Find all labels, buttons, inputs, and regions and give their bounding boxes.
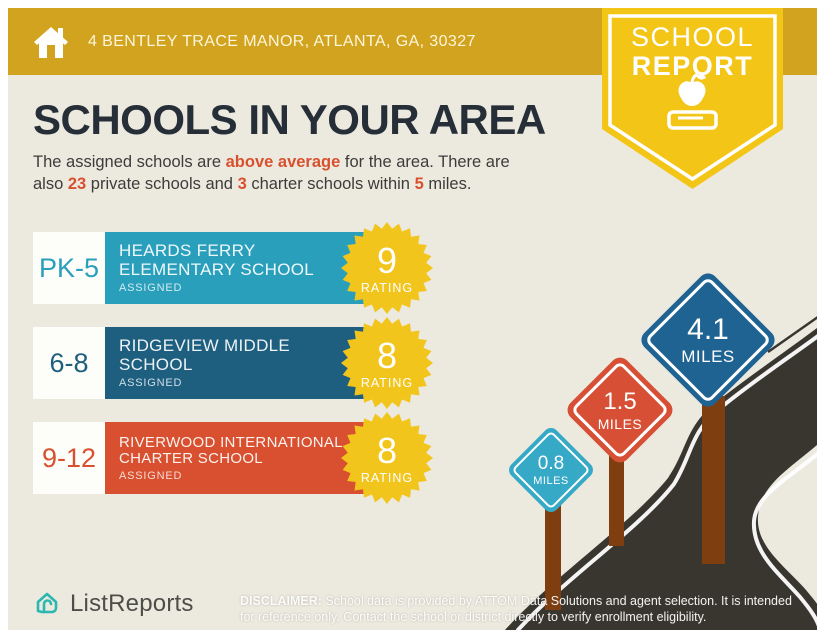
distance-sign-1.5-miles: 1.5 MILES	[563, 353, 677, 467]
intro-segment: also	[33, 174, 68, 193]
rating-label: RATING	[361, 281, 413, 295]
sign-post	[609, 446, 624, 546]
rating-value: 8	[377, 335, 397, 376]
school-row-middle: 6-8 RIDGEVIEW MIDDLE SCHOOL ASSIGNED 8 R…	[33, 317, 433, 409]
intro-accent-miles: 5	[414, 174, 424, 193]
distance-value: 1.5	[603, 388, 637, 415]
distance-sign-4.1-miles: 4.1 MILES	[637, 269, 779, 411]
disclaimer-body: School data is provided by ATTOM Data So…	[240, 594, 792, 625]
intro-text: The assigned schools are above average f…	[33, 152, 585, 196]
distance-unit: MILES	[681, 347, 735, 366]
sign-post	[545, 503, 561, 610]
page-title: SCHOOLS IN YOUR AREA	[33, 96, 546, 143]
school-row-high: 9-12 RIVERWOOD INTERNATIONAL CHARTER SCH…	[33, 412, 433, 504]
intro-segment: miles.	[423, 174, 472, 193]
road-horizon-line	[767, 316, 817, 354]
distance-value: 0.8	[537, 453, 565, 474]
assigned-label: ASSIGNED	[119, 376, 183, 389]
assigned-label: ASSIGNED	[119, 469, 183, 482]
road-surface	[505, 328, 817, 630]
school-name: HEARDS FERRY ELEMENTARY SCHOOL	[119, 242, 377, 279]
rating-value: 9	[377, 240, 397, 281]
school-name-bar: RIDGEVIEW MIDDLE SCHOOL ASSIGNED	[105, 327, 377, 399]
intro-accent-private-count: 23	[67, 174, 87, 193]
ribbon-label-school: SCHOOL	[630, 22, 755, 52]
road-illustration	[505, 316, 817, 630]
road-edge-line-left	[516, 334, 817, 630]
school-name-line1: RIVERWOOD INTERNATIONAL	[119, 433, 343, 451]
ribbon-label-report: REPORT	[631, 51, 754, 81]
distance-unit: MILES	[533, 475, 569, 487]
rating-badge: 8 RATING	[341, 317, 433, 409]
intro-segment: for the area. There are	[340, 153, 510, 171]
school-name-line2: ELEMENTARY SCHOOL	[119, 260, 314, 279]
school-report-ribbon: SCHOOL REPORT	[602, 8, 783, 192]
assigned-label: ASSIGNED	[119, 281, 183, 294]
disclaimer-text: DISCLAIMER: School data is provided by A…	[240, 593, 792, 626]
ribbon-shape	[602, 8, 783, 189]
intro-segment: private schools and	[86, 174, 238, 193]
rating-label: RATING	[361, 376, 413, 390]
school-name: RIVERWOOD INTERNATIONAL CHARTER SCHOOL	[119, 433, 377, 468]
distance-unit: MILES	[597, 416, 643, 432]
road-edge-line-right	[751, 451, 817, 627]
school-row-elementary: PK-5 HEARDS FERRY ELEMENTARY SCHOOL ASSI…	[33, 222, 433, 314]
intro-accent-charter-count: 3	[237, 174, 247, 193]
intro-accent-above-average: above average	[225, 153, 341, 171]
listreports-logo: ListReports	[33, 590, 194, 618]
school-name-line1: HEARDS FERRY	[119, 241, 256, 261]
rating-badge: 9 RATING	[341, 222, 433, 314]
school-name-line1: RIDGEVIEW MIDDLE	[119, 336, 291, 356]
property-address: 4 BENTLEY TRACE MANOR, ATLANTA, GA, 3032…	[88, 32, 476, 50]
apple-on-book-icon	[667, 73, 718, 130]
intro-segment: The assigned schools are	[33, 153, 226, 171]
distance-value: 4.1	[687, 313, 729, 346]
intro-segment: charter schools within	[246, 174, 415, 193]
rating-value: 8	[377, 430, 397, 471]
grade-range-badge: PK-5	[33, 232, 105, 304]
home-icon	[34, 26, 68, 58]
school-name: RIDGEVIEW MIDDLE SCHOOL	[119, 337, 377, 374]
grade-range-badge: 6-8	[33, 327, 105, 399]
grade-range-badge: 9-12	[33, 422, 105, 494]
school-name-line2: CHARTER SCHOOL	[119, 450, 263, 467]
rating-label: RATING	[361, 471, 413, 485]
school-name-bar: HEARDS FERRY ELEMENTARY SCHOOL ASSIGNED	[105, 232, 377, 304]
school-list: PK-5 HEARDS FERRY ELEMENTARY SCHOOL ASSI…	[33, 222, 433, 517]
distance-sign-0.8-miles: 0.8 MILES	[505, 424, 597, 516]
sign-post	[702, 396, 725, 564]
brand-name: ListReports	[70, 590, 194, 617]
infographic-canvas: 0.8 MILES 1.5 MILES 4.1 MILES	[8, 8, 817, 630]
disclaimer-label: DISCLAIMER:	[240, 594, 322, 608]
school-name-line2: SCHOOL	[119, 355, 193, 374]
school-name-bar: RIVERWOOD INTERNATIONAL CHARTER SCHOOL A…	[105, 422, 377, 494]
rating-badge: 8 RATING	[341, 412, 433, 504]
listreports-house-icon	[36, 592, 58, 614]
